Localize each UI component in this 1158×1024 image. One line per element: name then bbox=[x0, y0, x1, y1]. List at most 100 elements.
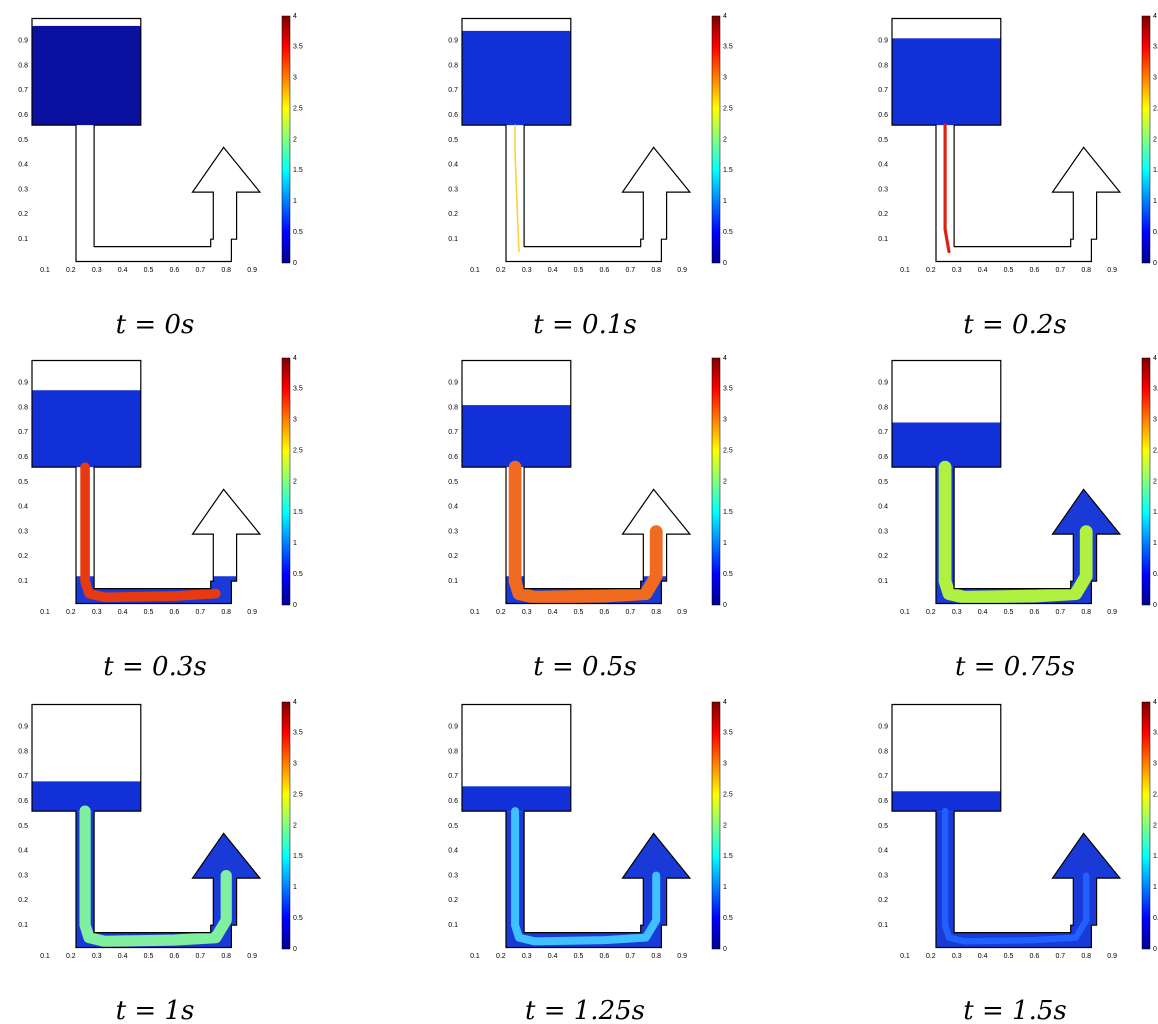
x-tick-label: 0.9 bbox=[1107, 609, 1117, 616]
y-tick-label: 0.2 bbox=[448, 553, 458, 560]
y-tick-label: 0.6 bbox=[448, 454, 458, 461]
panel: 0.10.20.30.40.50.60.70.80.90.10.20.30.40… bbox=[18, 699, 303, 1024]
fluid bbox=[462, 405, 667, 606]
flow-jet bbox=[85, 467, 216, 597]
y-tick-label: 0.5 bbox=[18, 479, 28, 486]
x-tick-label: 0.8 bbox=[651, 953, 661, 960]
flow-jet bbox=[945, 125, 949, 251]
caption: t = 0s bbox=[116, 310, 195, 340]
tank-fluid bbox=[462, 405, 571, 467]
y-tick-label: 0.7 bbox=[878, 773, 888, 780]
y-tick-label: 0.5 bbox=[448, 137, 458, 144]
x-tick-label: 0.4 bbox=[548, 953, 558, 960]
colorbar-tick-label: 1 bbox=[1153, 540, 1157, 547]
panel: 0.10.20.30.40.50.60.70.80.90.10.20.30.40… bbox=[878, 699, 1158, 1024]
y-tick-label: 0.1 bbox=[448, 578, 458, 585]
colorbar-tick-label: 0 bbox=[293, 602, 297, 609]
x-tick-label: 0.4 bbox=[118, 953, 128, 960]
colorbar-tick-label: 0 bbox=[293, 260, 297, 267]
caption: t = 1s bbox=[116, 996, 195, 1024]
colorbar-tick-label: 2.5 bbox=[723, 105, 733, 112]
y-tick-label: 0.3 bbox=[18, 528, 28, 535]
y-tick-label: 0.7 bbox=[18, 429, 28, 436]
y-tick-label: 0.7 bbox=[18, 773, 28, 780]
colorbar bbox=[712, 16, 720, 263]
colorbar-tick-label: 4 bbox=[293, 355, 297, 362]
y-tick-label: 0.9 bbox=[18, 724, 28, 731]
flow-jet bbox=[515, 125, 519, 251]
colorbar-tick-label: 2 bbox=[1153, 136, 1157, 143]
colorbar bbox=[282, 702, 290, 949]
x-tick-label: 0.7 bbox=[1055, 267, 1065, 274]
colorbar-tick-label: 0.5 bbox=[293, 915, 303, 922]
colorbar-tick-label: 3 bbox=[1153, 75, 1157, 82]
x-tick-label: 0.8 bbox=[1081, 953, 1091, 960]
colorbar-tick-label: 0 bbox=[293, 946, 297, 953]
colorbar-tick-label: 1.5 bbox=[1153, 853, 1158, 860]
y-tick-label: 0.5 bbox=[878, 479, 888, 486]
x-tick-label: 0.6 bbox=[600, 953, 610, 960]
caption: t = 0.1s bbox=[533, 310, 636, 340]
colorbar-tick-label: 4 bbox=[293, 699, 297, 706]
y-tick-label: 0.4 bbox=[448, 848, 458, 855]
colorbar-tick-label: 3.5 bbox=[723, 730, 733, 737]
x-tick-label: 0.2 bbox=[496, 609, 506, 616]
colorbar-tick-label: 1 bbox=[293, 884, 297, 891]
x-tick-label: 0.9 bbox=[677, 953, 687, 960]
y-tick-label: 0.5 bbox=[18, 823, 28, 830]
colorbar-tick-label: 3.5 bbox=[1153, 44, 1158, 51]
tank-fluid bbox=[892, 791, 1001, 811]
colorbar-tick-label: 0.5 bbox=[723, 229, 733, 236]
colorbar-tick-label: 4 bbox=[1153, 355, 1157, 362]
colorbar-tick-label: 1.5 bbox=[293, 853, 303, 860]
y-tick-label: 0.4 bbox=[878, 848, 888, 855]
colorbar-tick-label: 0.5 bbox=[723, 571, 733, 578]
y-tick-label: 0.9 bbox=[448, 38, 458, 45]
y-tick-label: 0.2 bbox=[448, 211, 458, 218]
x-tick-label: 0.1 bbox=[470, 267, 480, 274]
y-tick-label: 0.2 bbox=[878, 897, 888, 904]
y-tick-label: 0.9 bbox=[18, 380, 28, 387]
colorbar-tick-label: 3 bbox=[1153, 761, 1157, 768]
y-tick-label: 0.4 bbox=[878, 162, 888, 169]
tank-fluid bbox=[892, 422, 1001, 467]
x-tick-label: 0.4 bbox=[978, 267, 988, 274]
colorbar-tick-label: 0 bbox=[1153, 260, 1157, 267]
colorbar bbox=[282, 358, 290, 605]
colorbar-tick-label: 0 bbox=[723, 946, 727, 953]
x-tick-label: 0.6 bbox=[1030, 267, 1040, 274]
x-tick-label: 0.7 bbox=[195, 953, 205, 960]
x-tick-label: 0.9 bbox=[247, 267, 257, 274]
colorbar-tick-label: 3.5 bbox=[723, 44, 733, 51]
y-tick-label: 0.9 bbox=[878, 38, 888, 45]
x-tick-label: 0.2 bbox=[66, 267, 76, 274]
colorbar-tick-label: 1.5 bbox=[1153, 167, 1158, 174]
y-tick-label: 0.5 bbox=[18, 137, 28, 144]
colorbar-tick-label: 2 bbox=[723, 136, 727, 143]
x-tick-label: 0.2 bbox=[926, 953, 936, 960]
colorbar-tick-label: 2.5 bbox=[1153, 791, 1158, 798]
colorbar-tick-label: 4 bbox=[723, 13, 727, 20]
x-tick-label: 0.5 bbox=[574, 267, 584, 274]
fluid bbox=[892, 791, 1125, 950]
channel-fluid bbox=[892, 811, 1125, 950]
y-tick-label: 0.1 bbox=[878, 578, 888, 585]
y-tick-label: 0.8 bbox=[448, 748, 458, 755]
x-tick-label: 0.9 bbox=[247, 609, 257, 616]
colorbar-tick-label: 3 bbox=[723, 761, 727, 768]
colorbar-tick-label: 2.5 bbox=[293, 105, 303, 112]
colorbar bbox=[1142, 16, 1150, 263]
x-tick-label: 0.9 bbox=[677, 267, 687, 274]
y-tick-label: 0.1 bbox=[18, 922, 28, 929]
colorbar-tick-label: 3 bbox=[293, 417, 297, 424]
colorbar bbox=[712, 358, 720, 605]
colorbar-tick-label: 2.5 bbox=[723, 447, 733, 454]
y-tick-label: 0.1 bbox=[878, 236, 888, 243]
x-tick-label: 0.7 bbox=[625, 267, 635, 274]
y-tick-label: 0.6 bbox=[878, 798, 888, 805]
x-tick-label: 0.3 bbox=[522, 267, 532, 274]
y-tick-label: 0.3 bbox=[448, 186, 458, 193]
colorbar-tick-label: 1 bbox=[293, 540, 297, 547]
x-tick-label: 0.1 bbox=[40, 953, 50, 960]
